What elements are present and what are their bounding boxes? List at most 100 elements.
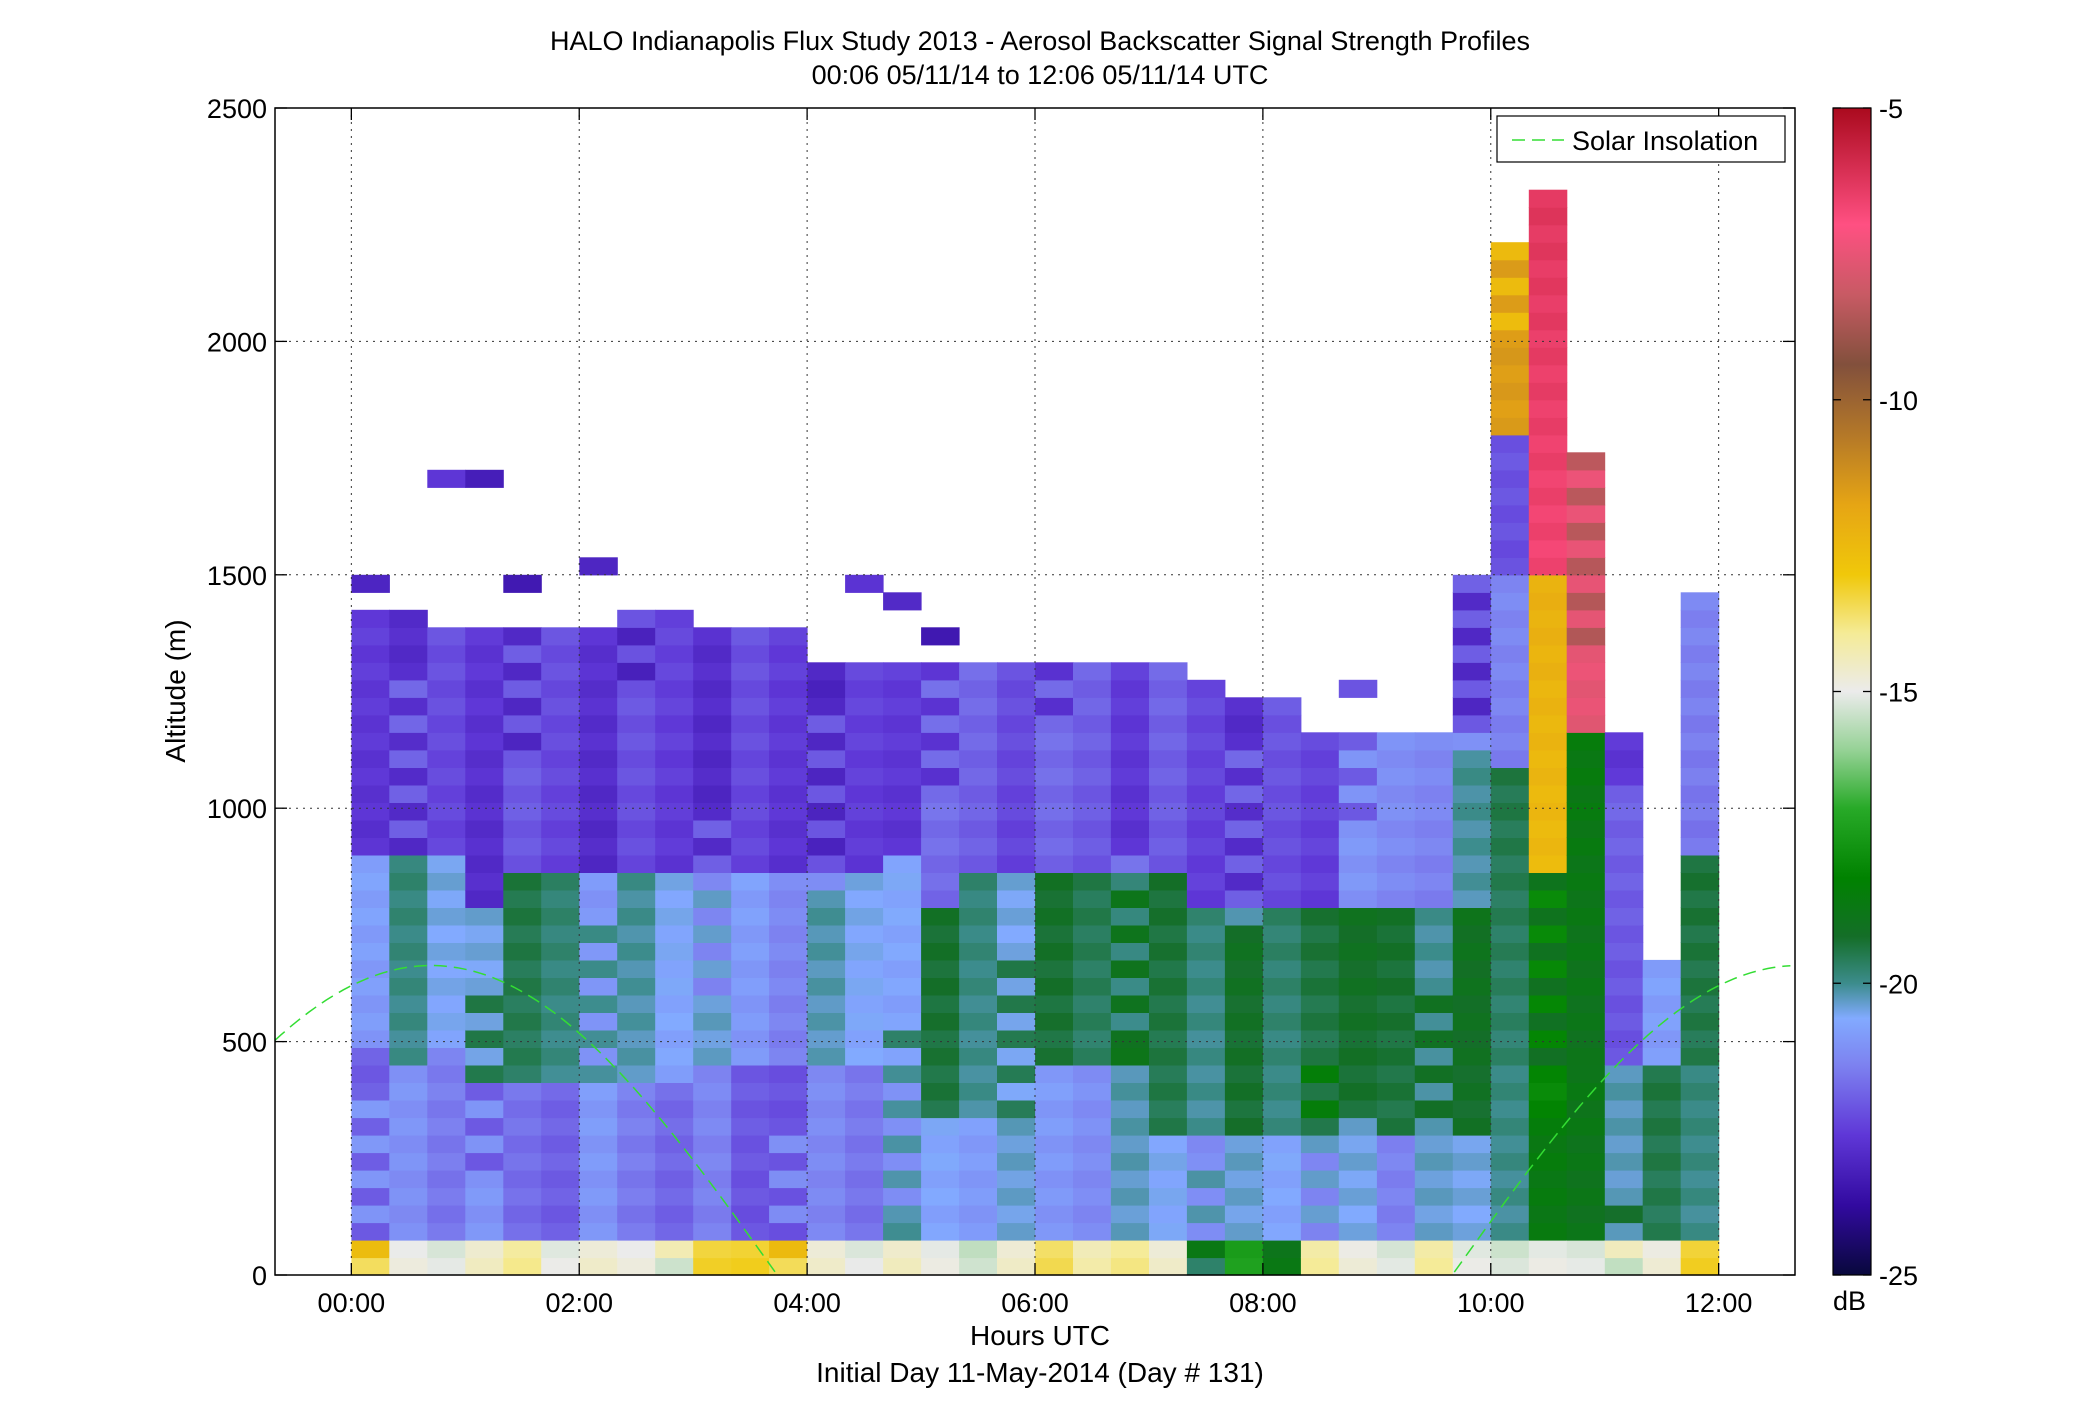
heatmap-cell <box>921 1135 960 1154</box>
heatmap-cell <box>845 1082 884 1101</box>
heatmap-cell <box>1528 592 1568 611</box>
heatmap-cell <box>1073 1047 1112 1066</box>
heatmap-cell <box>1452 907 1492 926</box>
heatmap-cell <box>465 977 504 996</box>
heatmap-cell <box>921 1100 960 1119</box>
heatmap-cell <box>1604 977 1644 996</box>
heatmap-cell <box>1262 994 1302 1013</box>
heatmap-cell <box>1452 1187 1492 1206</box>
heatmap-cell <box>731 977 770 996</box>
legend-box <box>1496 115 1786 163</box>
heatmap-cell <box>1186 1205 1226 1224</box>
heatmap-cell <box>655 697 694 716</box>
heatmap-cell <box>769 994 808 1013</box>
heatmap-cell <box>1186 1152 1226 1171</box>
heatmap-cell <box>1528 434 1568 453</box>
heatmap-cell <box>921 1240 960 1259</box>
heatmap-cell <box>807 1205 846 1224</box>
heatmap-cell <box>427 1029 466 1048</box>
heatmap-cell <box>1300 942 1340 961</box>
heatmap-cell <box>1490 452 1530 471</box>
heatmap-cell <box>1566 1135 1606 1154</box>
heatmap-cell <box>1452 959 1492 978</box>
heatmap-cell <box>427 1117 466 1136</box>
heatmap-cell <box>807 679 846 698</box>
heatmap-cell <box>693 1240 732 1259</box>
heatmap-cell <box>1414 1082 1454 1101</box>
heatmap-cell <box>1566 452 1606 471</box>
heatmap-cell <box>1414 1257 1454 1276</box>
heatmap-cell <box>541 627 580 646</box>
heatmap-cell <box>1262 942 1302 961</box>
heatmap-cell <box>1035 1029 1074 1048</box>
heatmap-cell <box>1604 819 1644 838</box>
heatmap-cell <box>807 854 846 873</box>
heatmap-cell <box>503 1170 542 1189</box>
heatmap-cell <box>541 1170 580 1189</box>
heatmap-cell <box>997 679 1036 698</box>
heatmap-cell <box>1414 1152 1454 1171</box>
heatmap-cell <box>351 574 390 593</box>
heatmap-cell <box>1149 732 1188 751</box>
heatmap-cell <box>1224 837 1264 856</box>
legend[interactable]: Solar Insolation <box>1496 115 1786 163</box>
heatmap-cell <box>389 627 428 646</box>
heatmap-cell <box>1186 697 1226 716</box>
heatmap-cell <box>1566 749 1606 768</box>
heatmap-cell <box>617 1012 656 1031</box>
colorbar-tick-label: -25 <box>1879 1261 1918 1291</box>
heatmap-cell <box>1604 732 1644 751</box>
heatmap-cell <box>693 942 732 961</box>
heatmap-cell <box>655 1257 694 1276</box>
colorbar: -5 -10 -15 -20 -25 dB <box>1832 94 1918 1316</box>
heatmap-cell <box>389 837 428 856</box>
heatmap-cell <box>1149 1240 1188 1259</box>
heatmap-cell <box>1566 1205 1606 1224</box>
heatmap-cell <box>1149 1100 1188 1119</box>
heatmap-cell <box>959 1222 998 1241</box>
heatmap-cell <box>1186 732 1226 751</box>
heatmap-cell <box>1642 959 1682 978</box>
heatmap-cell <box>1566 644 1606 663</box>
heatmap-cell <box>1149 1047 1188 1066</box>
heatmap-cell <box>731 1082 770 1101</box>
heatmap-cell <box>997 1152 1036 1171</box>
heatmap-cell <box>1452 1100 1492 1119</box>
heatmap-cell <box>503 697 542 716</box>
heatmap-cell <box>1604 784 1644 803</box>
heatmap-cell <box>579 977 618 996</box>
heatmap-cell <box>1186 1187 1226 1206</box>
heatmap-cell <box>617 1205 656 1224</box>
heatmap-cell <box>693 1187 732 1206</box>
x-tick-label: 00:00 <box>318 1288 386 1318</box>
heatmap-cell <box>1149 1152 1188 1171</box>
heatmap-cell <box>1149 994 1188 1013</box>
heatmap-cell <box>731 732 770 751</box>
heatmap-cell <box>1452 889 1492 908</box>
heatmap-cell <box>1224 732 1264 751</box>
heatmap-cell <box>1376 994 1416 1013</box>
heatmap-cell <box>693 1257 732 1276</box>
heatmap-cell <box>1490 539 1530 558</box>
plot-area <box>274 107 1796 1276</box>
heatmap-cell <box>1490 767 1530 786</box>
heatmap-cell <box>1224 1064 1264 1083</box>
heatmap-cell <box>1376 1117 1416 1136</box>
heatmap-cell <box>731 767 770 786</box>
heatmap-cell <box>845 1187 884 1206</box>
heatmap-cell <box>1149 837 1188 856</box>
heatmap-cell <box>1376 1152 1416 1171</box>
heatmap-cell <box>1452 644 1492 663</box>
heatmap-cell <box>1566 592 1606 611</box>
heatmap-cell <box>1642 1064 1682 1083</box>
heatmap-cell <box>845 1012 884 1031</box>
heatmap-cell <box>1528 1152 1568 1171</box>
heatmap-cell <box>1300 1187 1340 1206</box>
heatmap-cell <box>1414 959 1454 978</box>
heatmap-cell <box>807 959 846 978</box>
heatmap-cell <box>1490 434 1530 453</box>
heatmap-cell <box>1262 1135 1302 1154</box>
heatmap-cell <box>1376 907 1416 926</box>
heatmap-cell <box>1262 854 1302 873</box>
heatmap-cell <box>1376 819 1416 838</box>
